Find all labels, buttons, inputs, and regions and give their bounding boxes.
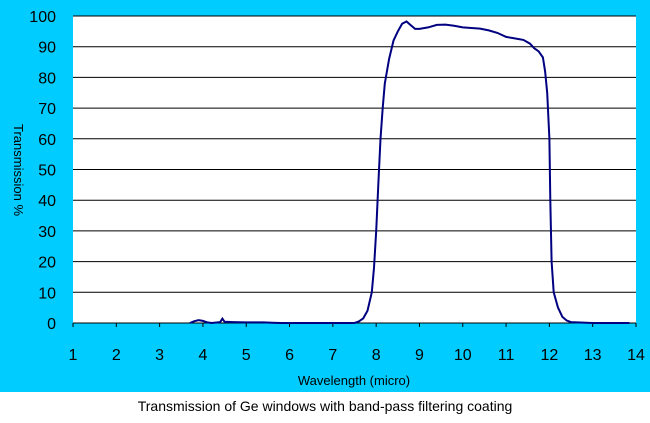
x-tick-label: 3 — [155, 347, 164, 364]
figure-caption: Transmission of Ge windows with band-pas… — [137, 398, 513, 414]
y-tick-label: 80 — [38, 70, 56, 87]
x-tick-label: 9 — [415, 347, 424, 364]
x-tick-label: 12 — [540, 347, 558, 364]
x-axis-ticks: 1 2 3 4 5 6 7 8 9 10 11 12 13 14 — [69, 323, 645, 364]
y-tick-label: 10 — [38, 285, 56, 302]
x-tick-label: 6 — [285, 347, 294, 364]
x-tick-label: 7 — [328, 347, 337, 364]
y-axis-title: Transmission % — [11, 124, 26, 216]
y-tick-label: 30 — [38, 224, 56, 241]
y-tick-label: 90 — [38, 40, 56, 57]
gridlines — [73, 15, 636, 293]
y-tick-label: 20 — [38, 255, 56, 272]
chart-panel: 0 10 20 30 40 50 60 70 80 90 100 1 2 3 4 5 6 7 8 9 10 11 12 13… — [0, 0, 650, 392]
y-tick-label: 70 — [38, 101, 56, 118]
x-tick-label: 2 — [112, 347, 121, 364]
x-tick-label: 13 — [584, 347, 602, 364]
x-tick-label: 5 — [242, 347, 251, 364]
x-tick-label: 1 — [69, 347, 78, 364]
x-tick-label: 8 — [372, 347, 381, 364]
x-tick-label: 10 — [454, 347, 472, 364]
x-axis-title: Wavelength (micro) — [298, 373, 410, 388]
x-tick-label: 4 — [198, 347, 207, 364]
y-tick-label: 60 — [38, 132, 56, 149]
y-tick-label: 40 — [38, 193, 56, 210]
x-tick-label: 14 — [627, 347, 645, 364]
y-tick-label: 100 — [29, 9, 56, 26]
y-tick-label: 50 — [38, 163, 56, 180]
y-axis-ticks: 0 10 20 30 40 50 60 70 80 90 100 — [29, 9, 56, 333]
transmission-series-line — [189, 20, 630, 325]
y-tick-label: 0 — [47, 316, 56, 333]
x-tick-label: 11 — [498, 347, 515, 364]
